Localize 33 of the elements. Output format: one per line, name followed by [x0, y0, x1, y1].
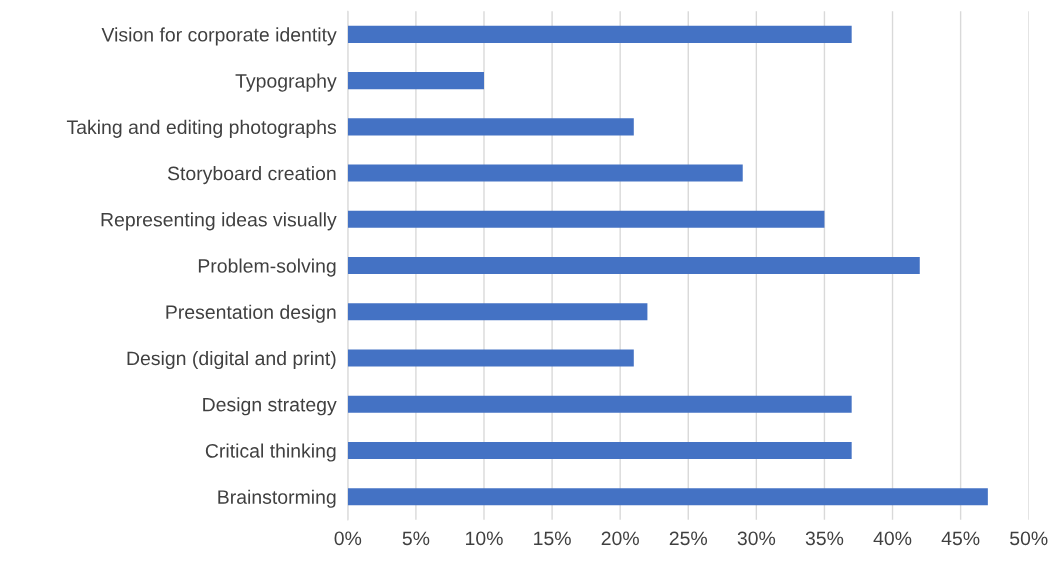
x-tick-label: 0% — [334, 531, 362, 546]
y-tick-label: Representing ideas visually — [101, 212, 337, 231]
x-tick-label: 5% — [402, 531, 430, 546]
y-tick-label: Typography — [235, 73, 337, 92]
y-tick-label: Presentation design — [166, 304, 336, 323]
x-tick-label: 30% — [737, 531, 776, 546]
y-tick-label: Design (digital and print) — [127, 350, 336, 370]
bar — [347, 164, 743, 182]
x-tick-label: 25% — [669, 531, 708, 546]
bar — [347, 349, 634, 367]
bar — [347, 72, 484, 90]
bar — [347, 256, 920, 275]
y-tick-label: Design strategy — [203, 397, 337, 416]
y-tick-label: Critical thinking — [205, 443, 336, 462]
x-tick-label: 50% — [1010, 531, 1048, 546]
y-tick-label: Brainstorming — [218, 489, 336, 508]
bar — [347, 441, 852, 460]
bar — [347, 118, 634, 136]
y-tick-label: Problem-solving — [198, 258, 336, 277]
y-tick-label: Vision for corporate identity — [101, 27, 337, 46]
x-tick-label: 40% — [873, 531, 912, 546]
x-tick-label: 10% — [466, 531, 503, 546]
x-tick-label: 35% — [805, 531, 844, 546]
bar — [347, 210, 825, 228]
bar — [347, 303, 648, 321]
x-tick-label: 20% — [601, 531, 639, 546]
bar — [347, 488, 988, 506]
x-tick-label: 15% — [534, 531, 571, 546]
bar — [347, 395, 852, 413]
y-tick-label: Storyboard creation — [167, 166, 336, 185]
bar — [347, 25, 852, 43]
x-tick-label: 45% — [941, 531, 980, 546]
y-tick-label: Taking and editing photographs — [66, 119, 337, 138]
